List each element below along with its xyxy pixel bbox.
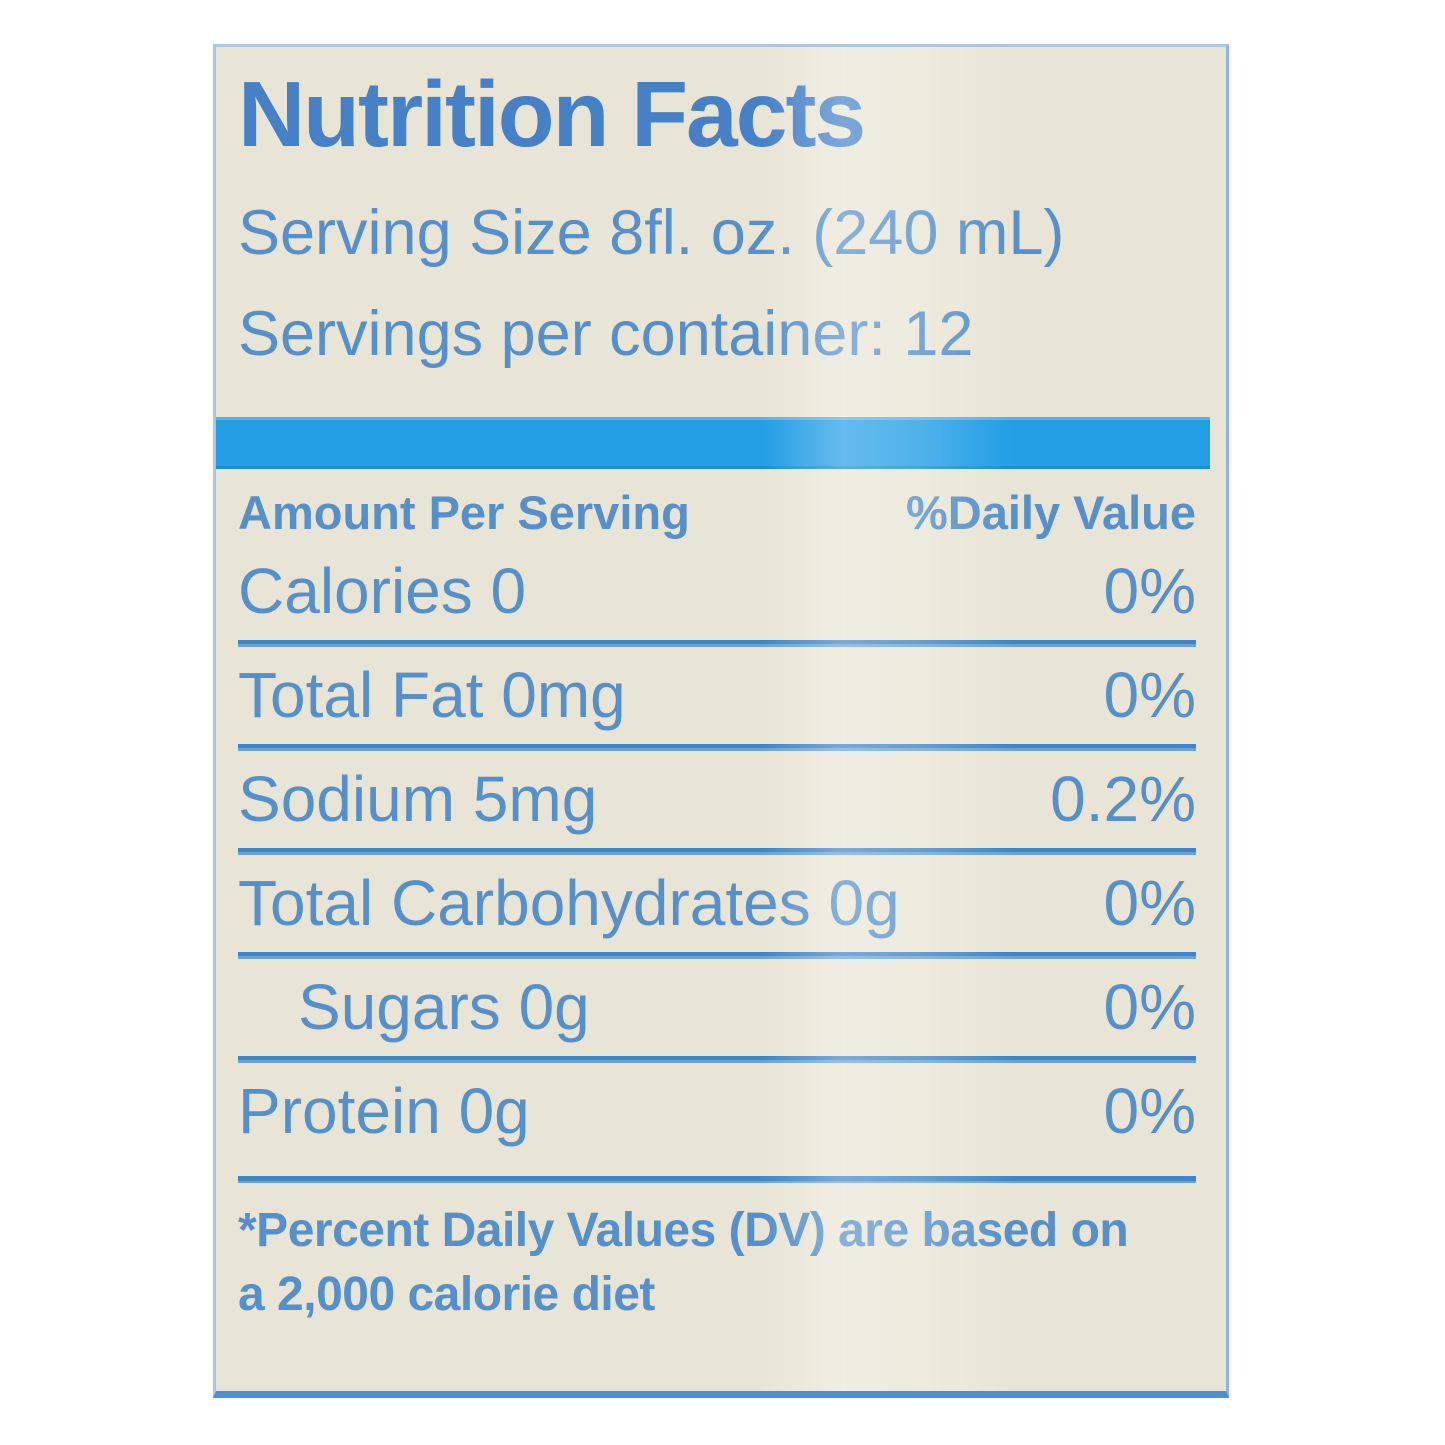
- row-separator: [238, 848, 1196, 855]
- amount-per-serving-label: Amount Per Serving: [238, 486, 690, 539]
- nutrient-row-total-carbohydrates: Total Carbohydrates 0g 0%: [238, 855, 1196, 952]
- label-title: Nutrition Facts: [238, 62, 866, 166]
- header-bar: [216, 417, 1210, 469]
- nutrient-value: 0%: [1103, 1075, 1197, 1147]
- nutrient-value: 0%: [1103, 659, 1197, 731]
- nutrient-value: 0%: [1103, 555, 1197, 627]
- nutrient-name: Protein 0g: [238, 1075, 530, 1147]
- row-separator: [238, 744, 1196, 751]
- row-separator: [238, 952, 1196, 959]
- footnote: *Percent Daily Values (DV) are based on …: [238, 1199, 1196, 1327]
- nutrient-name: Total Carbohydrates 0g: [238, 867, 900, 939]
- nutrient-row-protein: Protein 0g 0%: [238, 1063, 1196, 1160]
- row-separator: [238, 640, 1196, 647]
- nutrient-row-total-fat: Total Fat 0mg 0%: [238, 647, 1196, 744]
- nutrient-name: Sodium 5mg: [238, 763, 598, 835]
- footer-divider: [238, 1176, 1196, 1183]
- serving-info: Serving Size 8fl. oz. (240 mL) Servings …: [238, 183, 1196, 385]
- serving-size-line: Serving Size 8fl. oz. (240 mL): [238, 198, 1065, 268]
- daily-value-label: %Daily Value: [906, 486, 1196, 539]
- nutrient-name: Sugars 0g: [298, 971, 590, 1043]
- nutrient-value: 0.2%: [1050, 763, 1196, 835]
- nutrient-name: Total Fat 0mg: [238, 659, 626, 731]
- column-header-row: Amount Per Serving %Daily Value: [238, 483, 1196, 543]
- row-separator: [238, 1056, 1196, 1063]
- servings-per-container-line: Servings per container: 12: [238, 299, 974, 369]
- nutrient-row-calories: Calories 0 0%: [238, 543, 1196, 640]
- nutrient-row-sugars: Sugars 0g 0%: [238, 959, 1196, 1056]
- nutrient-row-sodium: Sodium 5mg 0.2%: [238, 751, 1196, 848]
- nutrient-name: Calories 0: [238, 555, 527, 627]
- footnote-line-1: *Percent Daily Values (DV) are based on: [238, 1204, 1129, 1257]
- nutrition-label: Nutrition Facts Serving Size 8fl. oz. (2…: [213, 44, 1229, 1398]
- nutrient-value: 0%: [1103, 867, 1197, 939]
- footnote-line-2: a 2,000 calorie diet: [238, 1268, 655, 1321]
- nutrient-value: 0%: [1103, 971, 1197, 1043]
